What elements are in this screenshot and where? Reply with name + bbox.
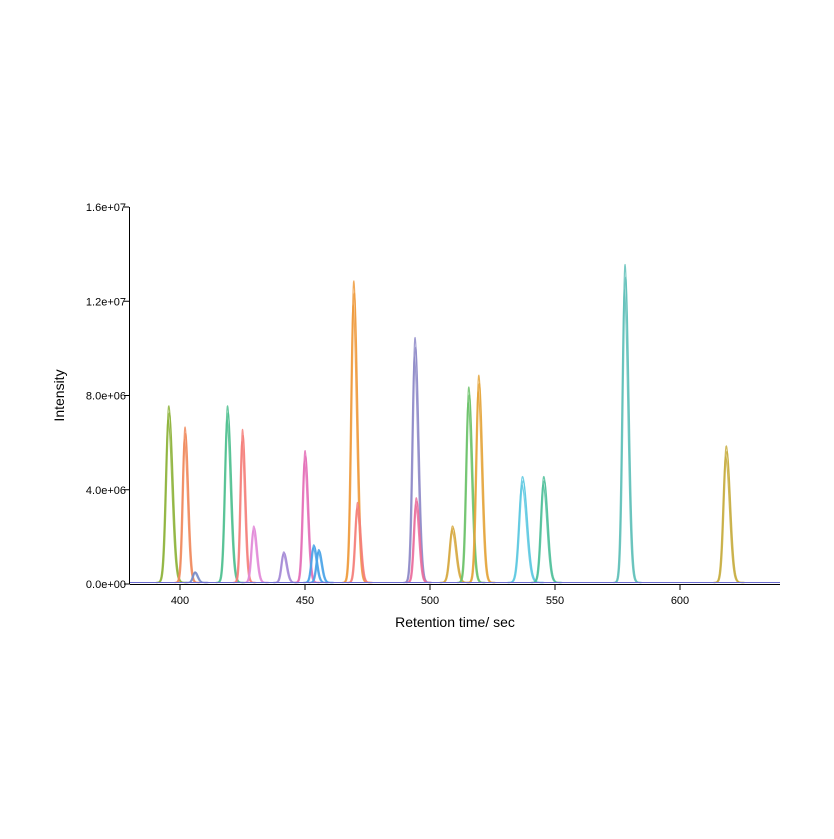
x-axis-title: Retention time/ sec [395,614,515,630]
peaks-layer [155,263,745,584]
x-tick-label: 550 [546,595,564,607]
peak-series [232,428,257,584]
x-tick-label: 450 [296,595,314,607]
y-ticks: 0.0e+00 4.0e+06 8.0e+06 1.2e+07 1.6e+07 [86,202,129,591]
x-tick-label: 400 [171,595,189,607]
y-tick-label: 0.0e+00 [86,579,126,591]
peak-series [185,571,209,584]
peak-trace [341,304,370,584]
peak-trace [272,553,299,584]
peak-series [272,551,300,584]
peak-trace [173,438,200,584]
peak-series [402,336,433,584]
x-ticks: 400 450 500 550 600 [171,585,689,607]
y-tick-label: 1.6e+07 [86,202,126,214]
y-axis-title: Intensity [51,369,67,421]
y-tick-label: 1.2e+07 [86,296,126,308]
peak-series [612,263,643,584]
x-tick-label: 600 [671,595,689,607]
y-tick-label: 4.0e+06 [86,485,126,497]
peak-trace [612,289,641,584]
peak-series [530,475,563,584]
peak-series [713,445,745,584]
peak-trace [185,572,208,584]
peak-series [439,525,472,584]
x-tick-label: 500 [421,595,439,607]
peak-trace [402,356,431,584]
y-tick-label: 8.0e+06 [86,391,126,403]
peak-series [173,426,201,584]
